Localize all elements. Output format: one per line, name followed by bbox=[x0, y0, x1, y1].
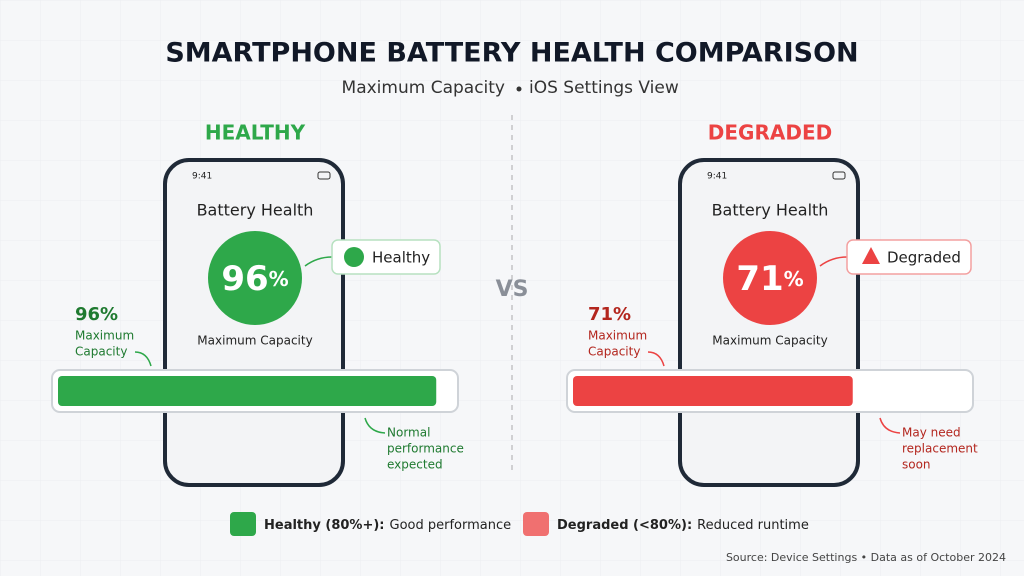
note-arrow bbox=[364, 417, 386, 434]
gauge-value: 71% bbox=[736, 259, 803, 299]
screen-caption: Maximum Capacity bbox=[197, 334, 312, 348]
panel-label: DEGRADED bbox=[708, 121, 832, 145]
side-caption: Capacity bbox=[75, 345, 127, 359]
gauge-unit: % bbox=[269, 267, 289, 291]
status-battery bbox=[832, 171, 846, 180]
legend-text: Healthy (80%+): Good performance bbox=[264, 518, 511, 533]
warning-icon bbox=[862, 247, 880, 264]
source: Source: Device Settings • Data as of Oct… bbox=[726, 551, 1006, 564]
badge bbox=[846, 239, 972, 275]
screen-title: Battery Health bbox=[197, 201, 314, 220]
legend-bold: Degraded (<80%): bbox=[557, 518, 692, 533]
status-time: 9:41 bbox=[192, 172, 212, 182]
gauge-number: 71 bbox=[736, 259, 783, 299]
gauge-unit: % bbox=[784, 267, 804, 291]
note: expected bbox=[387, 458, 443, 472]
check-icon bbox=[344, 247, 364, 267]
bar-fill bbox=[573, 376, 853, 406]
subtitle: Maximum Capacity bbox=[342, 78, 505, 98]
gauge-number: 96 bbox=[221, 259, 268, 299]
title: SMARTPHONE BATTERY HEALTH COMPARISON bbox=[165, 38, 858, 69]
gauge-value: 96% bbox=[221, 259, 288, 299]
side-arrow bbox=[647, 351, 665, 367]
note: replacement bbox=[902, 442, 978, 456]
status-time: 9:41 bbox=[707, 172, 727, 182]
note: performance bbox=[387, 442, 464, 456]
side-caption: Maximum bbox=[75, 329, 134, 343]
panel-label: HEALTHY bbox=[205, 121, 306, 145]
legend-desc: Good performance bbox=[390, 518, 512, 533]
side-caption: Capacity bbox=[588, 345, 640, 359]
note: May need bbox=[902, 426, 961, 440]
legend-swatch bbox=[230, 512, 256, 536]
side-value: 71% bbox=[588, 304, 631, 325]
bullet bbox=[516, 86, 522, 92]
bar-fill bbox=[58, 376, 437, 406]
legend-swatch bbox=[523, 512, 549, 536]
legend-bold: Healthy (80%+): bbox=[264, 518, 385, 533]
legend-text: Degraded (<80%): Reduced runtime bbox=[557, 518, 809, 533]
note: soon bbox=[902, 458, 931, 472]
badge-arrow bbox=[819, 256, 848, 267]
legend-desc: Reduced runtime bbox=[697, 518, 809, 533]
note: Normal bbox=[387, 426, 430, 440]
gauge-circle bbox=[723, 231, 817, 325]
note-arrow bbox=[879, 417, 901, 434]
vs-label: VS bbox=[496, 277, 529, 302]
gauge-circle bbox=[208, 231, 302, 325]
screen-title: Battery Health bbox=[712, 201, 829, 220]
badge-text: Degraded bbox=[887, 249, 961, 267]
badge-arrow bbox=[304, 256, 333, 267]
side-value: 96% bbox=[75, 304, 118, 325]
side-caption: Maximum bbox=[588, 329, 647, 343]
screen-caption: Maximum Capacity bbox=[712, 334, 827, 348]
subtitle: iOS Settings View bbox=[529, 78, 679, 98]
badge-text: Healthy bbox=[372, 249, 430, 267]
side-arrow bbox=[134, 351, 152, 367]
status-battery bbox=[317, 171, 331, 180]
